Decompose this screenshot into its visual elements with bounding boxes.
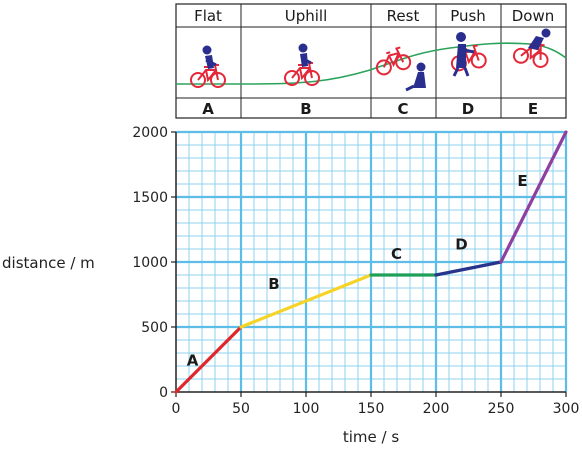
cyclist-riding-icon: [190, 45, 226, 88]
y-axis-title: distance / m: [2, 254, 95, 272]
stage-header-rest: Rest: [387, 7, 420, 25]
series-lines: [174, 130, 568, 394]
stage-header-uphill: Uphill: [285, 7, 328, 25]
x-axis-title: time / s: [343, 428, 399, 446]
cycling-stages-illustration: Flat Uphill Rest Push Down A B C D E: [175, 3, 567, 119]
cyclist-downhill-icon: [511, 28, 552, 70]
segment-line-b: [239, 273, 373, 329]
distance-time-graph: 0 50 100 150 200 250 300 0 500 1000 1500 2000 A B C D E…: [2, 125, 579, 446]
stage-letter-a: A: [202, 100, 214, 118]
stage-header-flat: Flat: [194, 7, 222, 25]
segment-labels: A B C D E: [187, 172, 528, 370]
x-tick-label: 300: [553, 401, 580, 417]
x-tick-label: 150: [358, 401, 385, 417]
x-tick-label: 200: [423, 401, 450, 417]
segment-line-a: [174, 325, 243, 394]
resting-cyclist-icon: [372, 44, 426, 92]
segment-label-e: E: [517, 172, 527, 190]
stage-letter-d: D: [462, 100, 474, 118]
stage-header-down: Down: [512, 7, 555, 25]
x-tick-label: 50: [232, 401, 250, 417]
segment-line-e: [499, 130, 568, 264]
segment-label-b: B: [268, 275, 279, 293]
y-tick-label: 1500: [132, 190, 168, 206]
y-tick-label: 500: [141, 320, 168, 336]
stage-letter-b: B: [300, 100, 311, 118]
segment-label-c: C: [391, 245, 402, 263]
stage-header-push: Push: [450, 7, 486, 25]
x-tick-label: 0: [172, 401, 181, 417]
y-tick-label: 1000: [132, 255, 168, 271]
x-tick-label: 250: [488, 401, 515, 417]
y-tick-label: 0: [159, 385, 168, 401]
y-tick-label: 2000: [132, 125, 168, 141]
segment-line-d: [434, 260, 503, 277]
segment-label-a: A: [187, 352, 199, 370]
tick-labels: 0 50 100 150 200 250 300 0 500 1000 1500 2000: [132, 125, 579, 417]
stage-letter-c: C: [397, 100, 408, 118]
pushing-bike-icon: [448, 32, 488, 77]
x-tick-label: 100: [293, 401, 320, 417]
segment-label-d: D: [455, 236, 467, 254]
stage-letter-e: E: [528, 100, 538, 118]
cyclist-riding-icon: [284, 43, 320, 86]
